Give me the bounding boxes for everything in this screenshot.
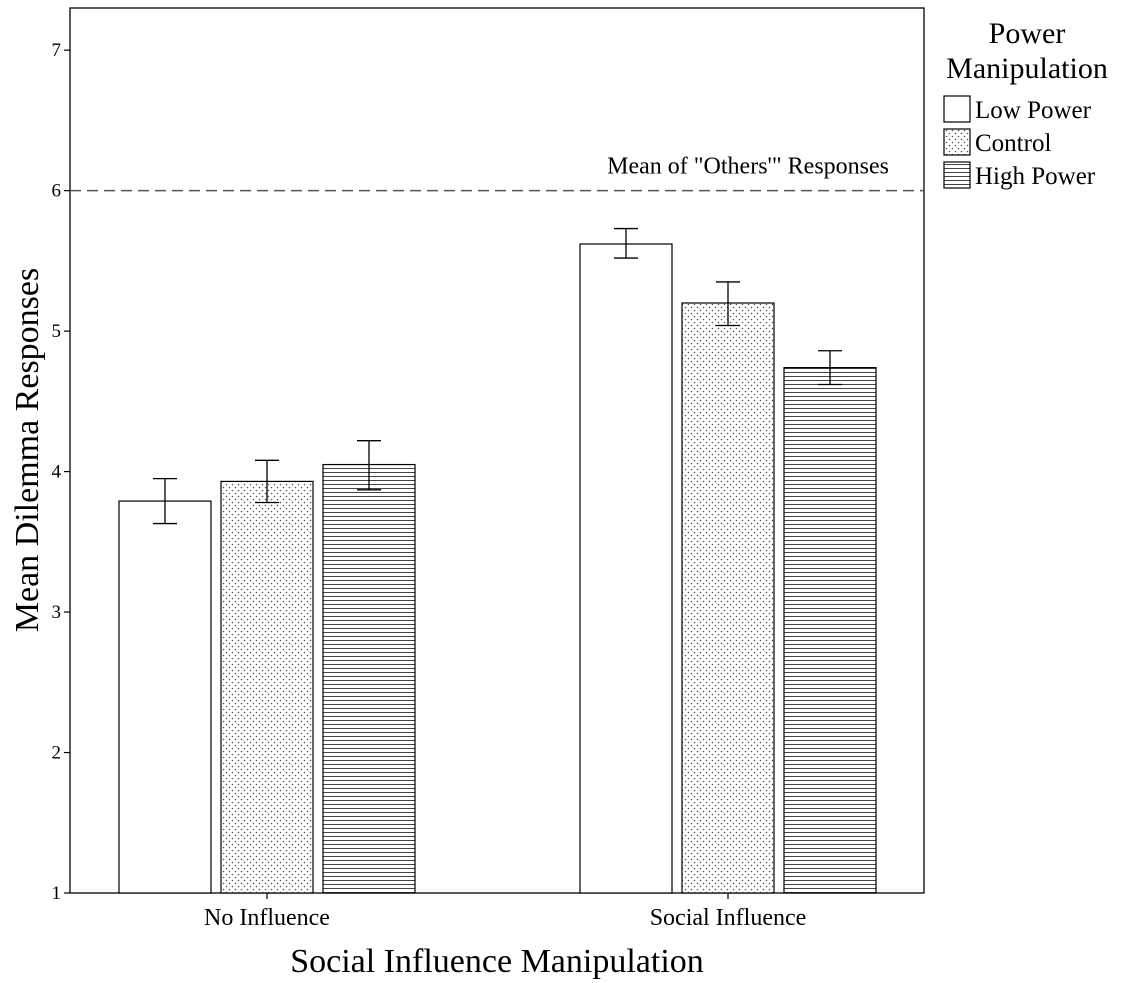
bar <box>220 480 314 894</box>
x-category-label: No Influence <box>204 905 330 931</box>
y-tick-label: 4 <box>52 462 62 483</box>
legend-label: Low Power <box>975 97 1092 124</box>
bar <box>783 367 877 894</box>
bar <box>118 500 212 894</box>
legend-swatch <box>943 161 971 189</box>
y-axis-title: Mean Dilemma Responses <box>9 268 46 633</box>
x-category-label: Social Influence <box>650 905 807 931</box>
legend-items: Low Power Control High Power <box>943 95 1096 190</box>
y-tick-label: 6 <box>52 181 62 202</box>
legend-label: High Power <box>975 163 1096 190</box>
x-axis-title: Social Influence Manipulation <box>290 943 704 980</box>
legend-swatch <box>943 95 971 123</box>
y-tick-label: 1 <box>52 883 62 904</box>
y-tick-label: 3 <box>52 602 62 623</box>
bar <box>579 243 673 894</box>
reference-line-label: Mean of "Others'" Responses <box>607 154 889 180</box>
bars <box>118 227 877 894</box>
legend: Power Manipulation Low Power Control High … <box>943 17 1108 190</box>
bar <box>322 463 416 894</box>
y-tick-label: 2 <box>52 743 62 764</box>
legend-title-line-2: Manipulation <box>946 52 1108 85</box>
reference-line-group: Mean of "Others'" Responses <box>70 154 924 192</box>
legend-title-line-1: Power <box>989 17 1066 50</box>
y-tick-label: 7 <box>52 40 62 61</box>
plot-frame <box>69 7 925 894</box>
x-axis: No Influence Social Influence <box>204 893 806 931</box>
legend-label: Control <box>975 130 1051 157</box>
y-tick-label: 5 <box>52 321 62 342</box>
bar <box>681 302 775 894</box>
y-axis: 1 2 3 4 5 6 7 <box>52 40 70 904</box>
legend-swatch <box>943 128 971 156</box>
